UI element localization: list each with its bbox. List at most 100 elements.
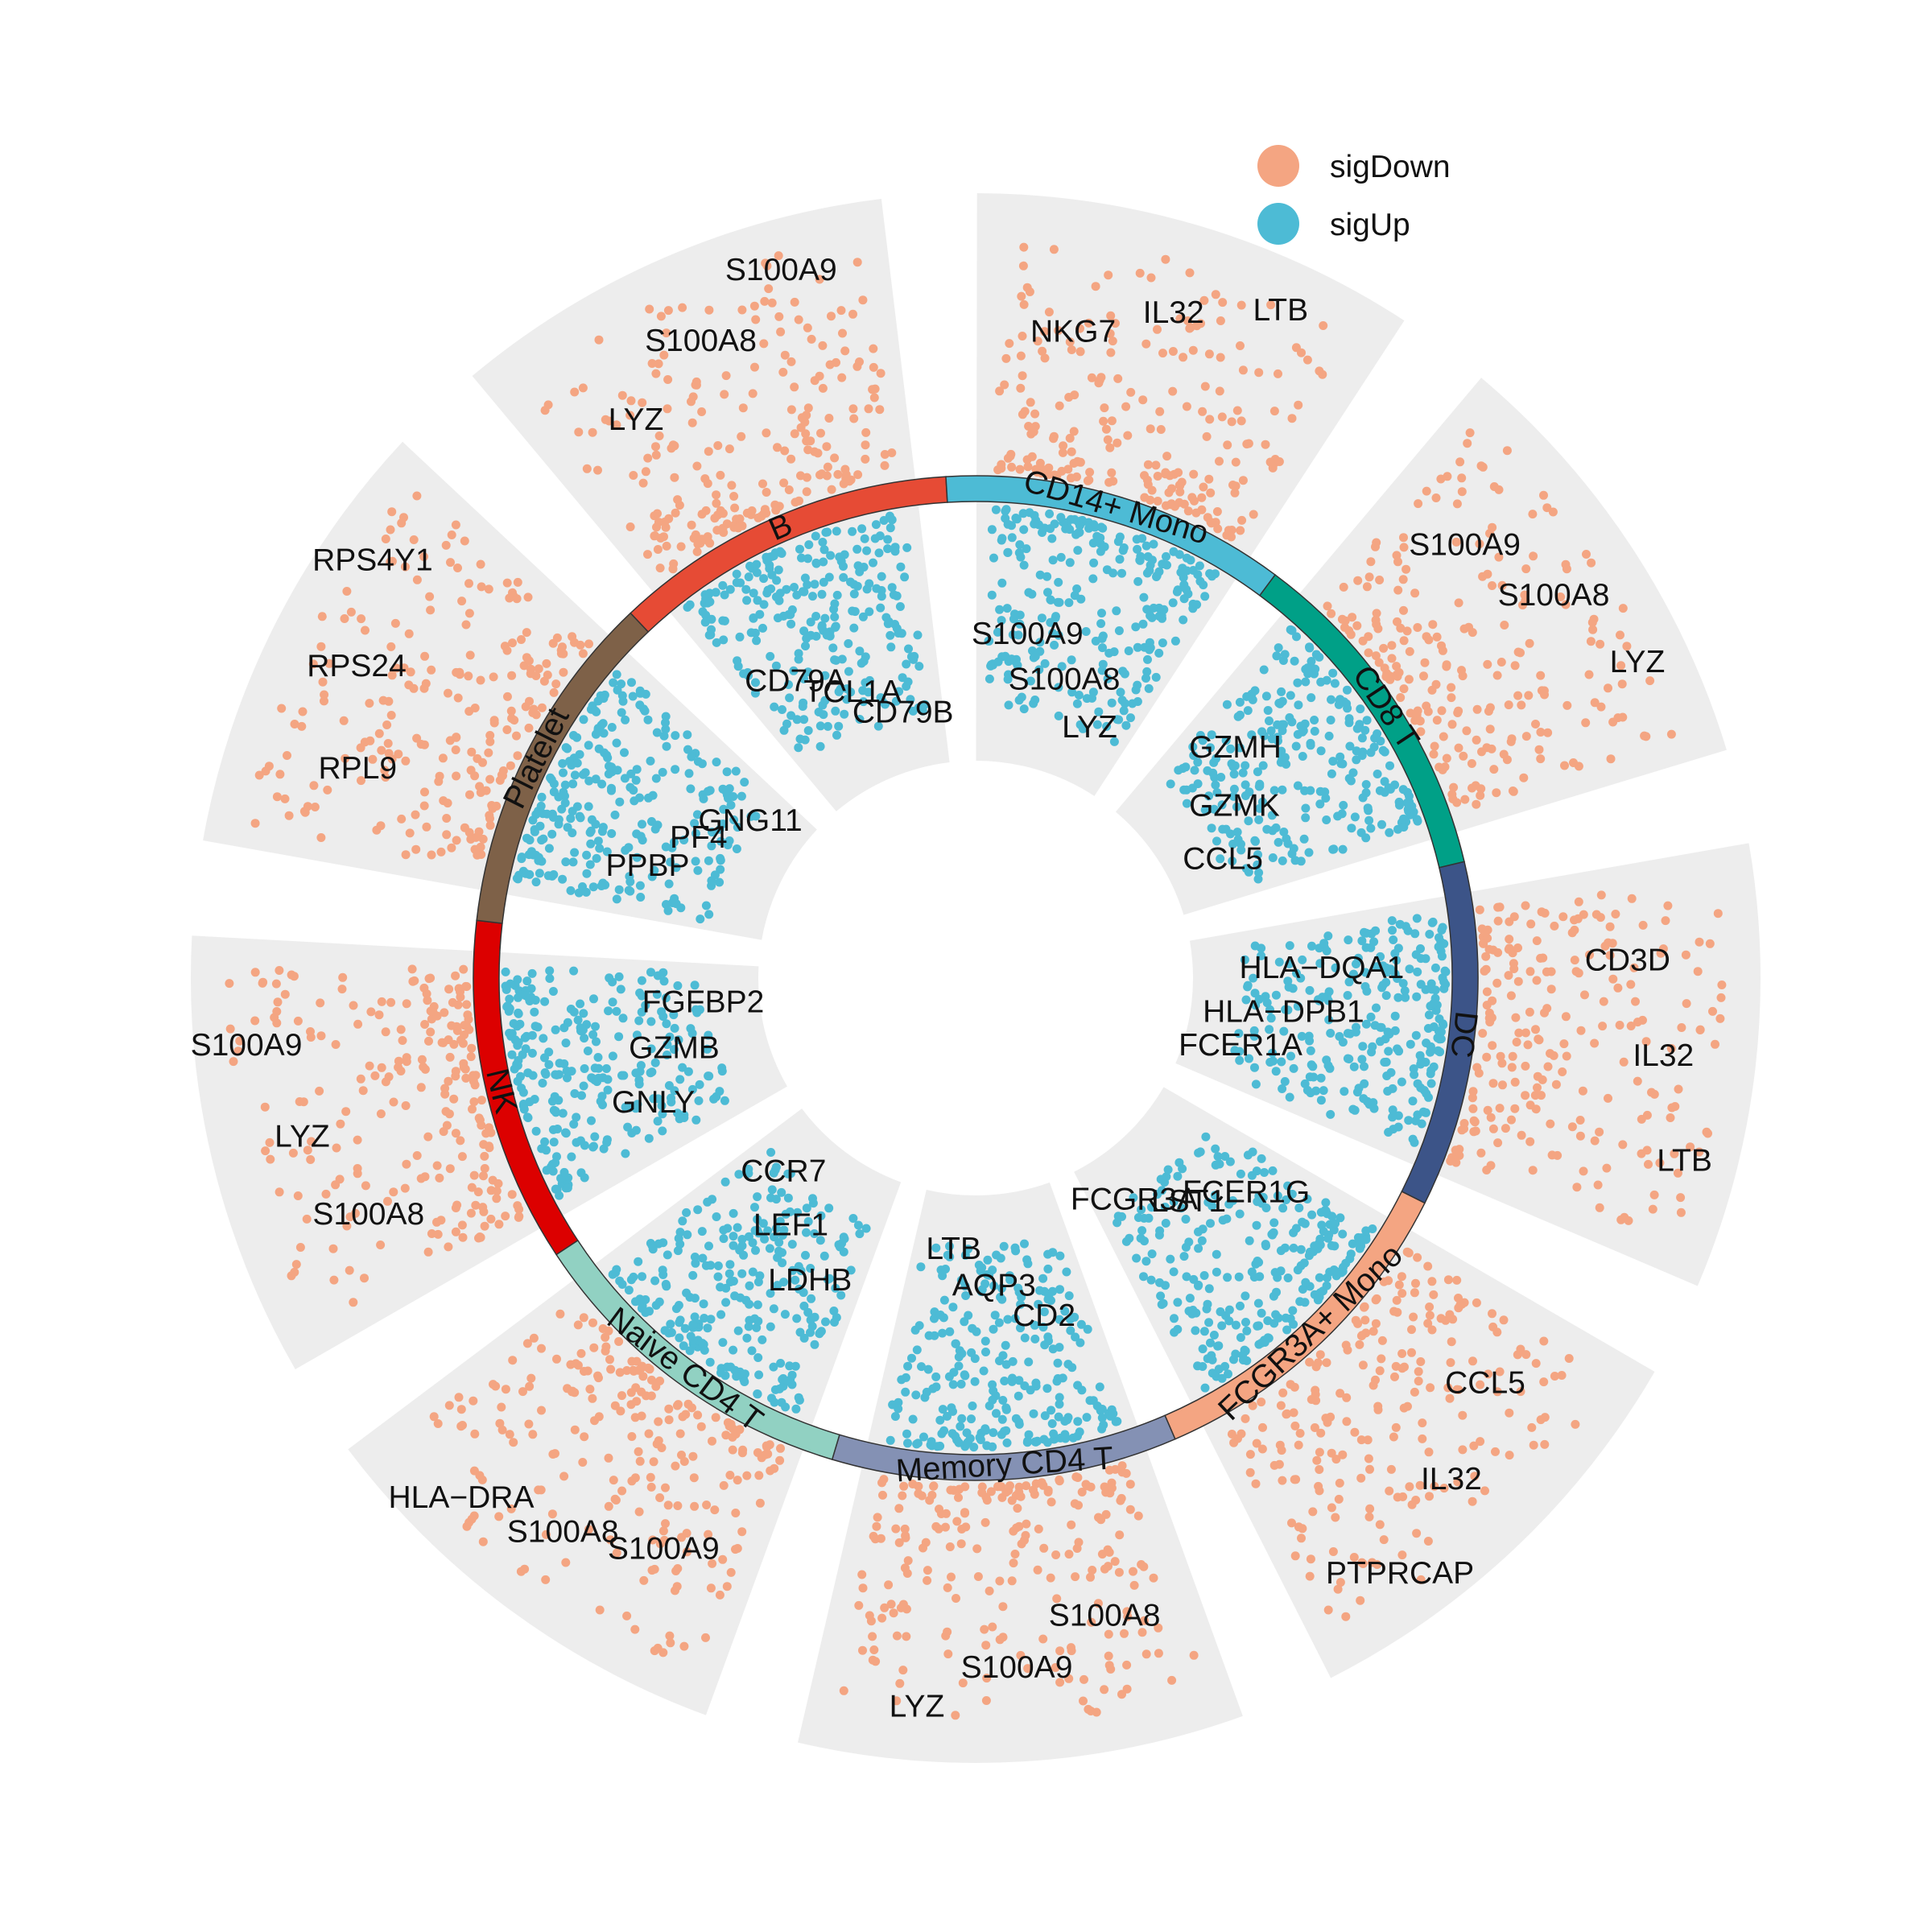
down-point: [886, 1600, 896, 1609]
down-point: [1419, 671, 1428, 681]
down-point: [765, 1440, 774, 1450]
up-point: [989, 553, 998, 563]
down-point: [303, 1146, 312, 1155]
down-point: [654, 1417, 663, 1426]
up-point: [1313, 1295, 1323, 1305]
down-point: [456, 1405, 466, 1414]
up-point: [996, 1253, 1005, 1263]
down-point: [1561, 600, 1571, 609]
down-point: [378, 696, 388, 705]
down-point: [416, 1083, 426, 1092]
down-point: [1596, 890, 1606, 900]
down-point: [678, 303, 687, 312]
up-point: [1056, 552, 1066, 562]
down-point: [402, 1159, 411, 1169]
down-point: [349, 1298, 358, 1307]
up-point: [1077, 1385, 1087, 1395]
down-point: [401, 756, 411, 766]
up-point: [697, 759, 707, 769]
down-point: [514, 1204, 524, 1214]
up-point: [1226, 829, 1235, 839]
down-point: [298, 707, 308, 716]
up-point: [948, 1302, 958, 1312]
down-point: [440, 1084, 450, 1093]
up-point: [794, 654, 803, 664]
up-point: [631, 1104, 641, 1113]
down-point: [877, 1478, 886, 1488]
down-point: [429, 1412, 439, 1422]
down-point: [1387, 654, 1397, 663]
up-point: [1392, 956, 1402, 965]
up-point: [900, 572, 910, 582]
down-point: [1471, 1126, 1480, 1136]
up-point: [1030, 1334, 1040, 1344]
down-point: [451, 1227, 460, 1236]
down-point: [678, 1412, 687, 1422]
down-point: [1638, 920, 1648, 930]
down-point: [611, 1496, 621, 1505]
down-point: [1005, 452, 1015, 461]
down-point: [1085, 468, 1095, 477]
down-point: [389, 1187, 398, 1197]
up-point: [690, 819, 700, 828]
down-point: [720, 390, 729, 399]
down-point: [576, 640, 585, 650]
up-point: [737, 1241, 747, 1251]
up-point: [1305, 1247, 1315, 1257]
up-point: [715, 1087, 724, 1096]
up-point: [1298, 955, 1307, 964]
up-point: [920, 1393, 930, 1402]
up-point: [770, 1232, 779, 1242]
down-point: [1457, 487, 1467, 497]
down-point: [1430, 1481, 1439, 1491]
down-point: [277, 704, 287, 713]
up-point: [1416, 1059, 1426, 1069]
up-point: [1298, 752, 1307, 761]
up-point: [1060, 1417, 1070, 1426]
down-point: [1496, 658, 1506, 667]
up-point: [850, 607, 860, 617]
down-point: [1467, 759, 1476, 768]
up-point: [1145, 638, 1154, 647]
up-point: [1244, 816, 1253, 826]
down-point: [508, 1356, 518, 1365]
down-point: [503, 691, 512, 701]
down-point: [456, 987, 464, 997]
up-point: [566, 814, 576, 824]
down-point: [1007, 462, 1017, 472]
down-point: [422, 989, 431, 998]
down-point: [687, 1403, 696, 1413]
up-point: [597, 779, 607, 789]
up-point: [1057, 662, 1067, 671]
down-point: [612, 1548, 621, 1558]
down-point: [748, 389, 758, 398]
up-point: [1064, 1291, 1074, 1301]
down-point: [655, 1377, 665, 1385]
down-point: [800, 417, 810, 427]
down-point: [815, 371, 824, 381]
down-point: [900, 1524, 910, 1534]
down-point: [452, 1200, 462, 1210]
up-point: [956, 1422, 965, 1431]
up-point: [634, 1080, 644, 1089]
up-point: [954, 1352, 964, 1362]
down-point: [420, 651, 430, 661]
up-point: [1007, 533, 1017, 543]
down-point: [323, 785, 332, 795]
up-point: [617, 708, 626, 717]
down-point: [486, 1186, 496, 1195]
down-point: [1093, 1599, 1103, 1608]
down-point: [758, 479, 767, 489]
up-point: [720, 1177, 730, 1187]
down-point: [1454, 598, 1463, 608]
up-point: [979, 1366, 989, 1376]
down-point: [1199, 482, 1208, 492]
down-point: [710, 514, 720, 523]
up-point: [1147, 613, 1157, 622]
up-point: [688, 1320, 698, 1330]
down-point: [1055, 1476, 1064, 1486]
down-point: [537, 1406, 546, 1415]
down-point: [457, 597, 467, 606]
down-gene-label: LYZ: [890, 1689, 945, 1724]
down-point: [1099, 416, 1108, 426]
